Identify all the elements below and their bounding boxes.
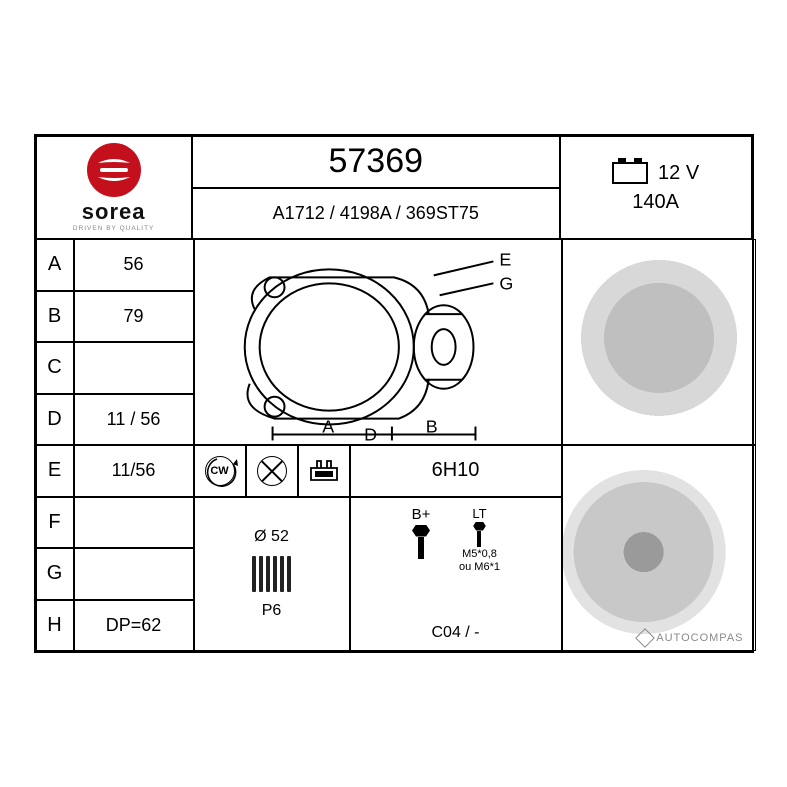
- bolt-small-icon: [469, 522, 489, 547]
- pulley-diameter: Ø 52: [254, 528, 289, 546]
- row-value-C: [74, 342, 194, 394]
- row-label-E: E: [36, 445, 74, 497]
- row-label-H: H: [36, 600, 74, 652]
- crossed-circle-icon: [257, 456, 287, 486]
- body: A 56 B 79 C D 11 / 56 E 11/56 F: [36, 239, 752, 651]
- rotation-cw-icon: CW: [205, 456, 235, 486]
- row-label-C: C: [36, 342, 74, 394]
- row-value-B: 79: [74, 291, 194, 343]
- terminal-sec-label: LT: [472, 506, 486, 521]
- technical-drawing: A B D E G: [194, 239, 562, 445]
- product-photo-front: [562, 239, 756, 445]
- row-value-H: DP=62: [74, 600, 194, 652]
- terminal-sec-spec1: M5*0,8: [462, 548, 497, 560]
- pulley-cell: Ø 52 P6: [194, 497, 350, 652]
- terminal-sec-spec2: ou M6*1: [459, 561, 500, 573]
- pulley-type: 6H10: [350, 445, 562, 497]
- rotation-arrow-icon: [203, 454, 239, 490]
- svg-text:G: G: [499, 273, 513, 293]
- terminals-cell: B+ LT M5*0,8 ou M6*1: [350, 497, 562, 652]
- alt-codes: A1712 / 4198A / 369ST75: [192, 188, 560, 240]
- pulley-icon: [249, 552, 295, 596]
- alternator-diagram-icon: A B D E G: [195, 239, 561, 445]
- product-photo-rear: [562, 445, 756, 651]
- svg-text:B: B: [425, 417, 437, 437]
- brand-logo-icon: [87, 143, 141, 197]
- row-value-D: 11 / 56: [74, 394, 194, 446]
- datasheet: sorea DRIVEN BY QUALITY 57369 A1712 / 41…: [34, 134, 754, 653]
- battery-icon: [612, 162, 648, 184]
- connector-code: C04 / -: [431, 624, 479, 642]
- row-label-G: G: [36, 548, 74, 600]
- part-number: 57369: [192, 136, 560, 188]
- voltage: 12 V: [658, 162, 699, 185]
- row-value-A: 56: [74, 239, 194, 291]
- bolt-large-icon: [411, 525, 431, 559]
- row-value-E: 11/56: [74, 445, 194, 497]
- terminal-main-label: B+: [412, 506, 431, 523]
- brand-logo-cell: sorea DRIVEN BY QUALITY: [36, 136, 192, 239]
- pulley-grooves: P6: [262, 602, 282, 620]
- sorea-mark-icon: [94, 159, 134, 181]
- header-row: sorea DRIVEN BY QUALITY 57369 A1712 / 41…: [36, 136, 752, 239]
- amperage: 140A: [632, 191, 679, 214]
- row-label-A: A: [36, 239, 74, 291]
- power-spec-cell: 12 V 140A: [560, 136, 752, 239]
- svg-text:D: D: [364, 424, 377, 444]
- row-label-F: F: [36, 497, 74, 549]
- svg-text:A: A: [322, 417, 334, 437]
- na-cell: [246, 445, 298, 497]
- row-value-F: [74, 497, 194, 549]
- plug-cell: [298, 445, 350, 497]
- row-label-D: D: [36, 394, 74, 446]
- connector-plug-icon: [307, 456, 341, 486]
- brand-tagline: DRIVEN BY QUALITY: [73, 225, 155, 232]
- brand-name: sorea: [82, 199, 146, 225]
- rotation-cell: CW: [194, 445, 246, 497]
- svg-text:E: E: [499, 249, 511, 269]
- row-label-B: B: [36, 291, 74, 343]
- row-value-G: [74, 548, 194, 600]
